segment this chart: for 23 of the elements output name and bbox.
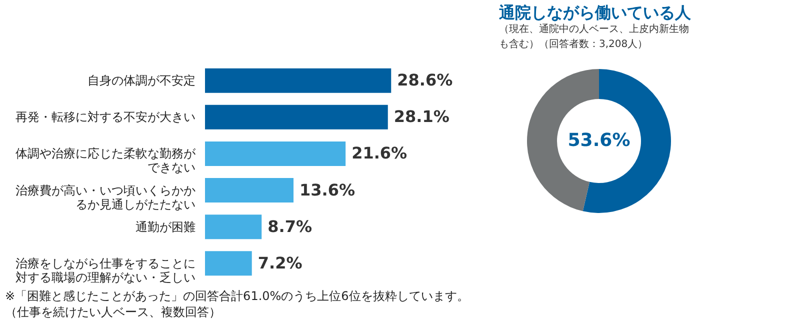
y-tick-label: 治療をしながら仕事をすることに対する職場の理解がない・乏しい (16, 256, 196, 284)
chart-title: 通院しながら働いている人 (498, 3, 692, 22)
bar (205, 141, 346, 166)
bar (205, 214, 262, 240)
data-label: 28.1% (394, 107, 450, 126)
data-label: 53.6% (568, 130, 630, 151)
y-tick-label: 自身の体調が不安定 (88, 74, 196, 88)
data-label: 7.2% (258, 253, 302, 272)
bar (205, 178, 294, 203)
y-tick-label: 再発・転移に対する不安が大きい (16, 110, 196, 124)
data-label: 28.6% (397, 70, 453, 90)
bar (205, 251, 252, 276)
data-label: 13.6% (300, 180, 356, 200)
y-tick-label: 治療費が高い・いつ頃いくらかかるか見通しがたたない (16, 183, 196, 212)
data-label: 21.6% (352, 144, 408, 163)
chart-subtitle: （現在、通院中の人ベース、上皮内新生物も含む）（回答者数：3,208人） (499, 23, 689, 50)
y-tick-label: 体調や治療に応じた柔軟な勤務ができない (16, 146, 196, 175)
bar (205, 104, 388, 130)
bar (205, 68, 392, 93)
text: ※「困難と感じたことがあった」の回答合計61.0%のうち上位6位を抜粋しています。 (5, 289, 469, 303)
text: （仕事を続けたい人ベース、複数回答） (5, 305, 221, 319)
data-label: 8.7% (268, 216, 312, 236)
y-tick-label: 通勤が困難 (136, 220, 196, 234)
